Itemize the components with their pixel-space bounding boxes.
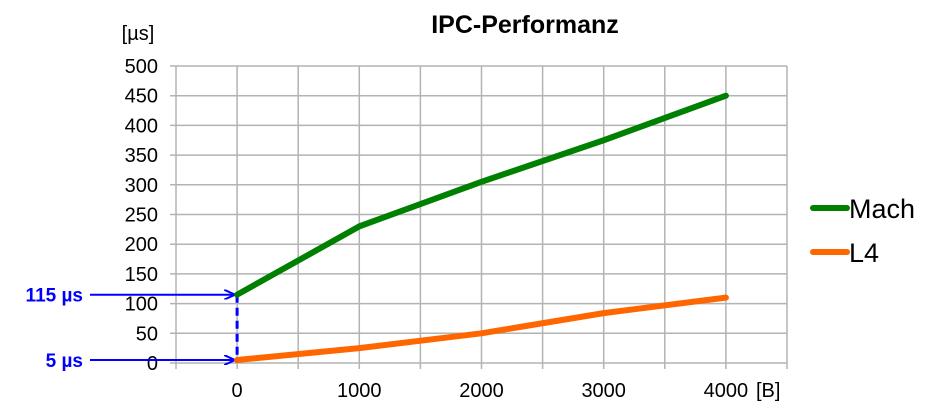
y-tick-label: 100 — [125, 294, 158, 316]
x-tick-label: 4000 — [704, 380, 749, 402]
x-tick-label: 0 — [232, 380, 243, 402]
series — [234, 92, 729, 364]
annotations: 115 µs 5 µs — [26, 286, 239, 372]
x-axis-label: [B] — [756, 380, 780, 402]
y-ticks: 0 50 100 150 200 250 300 350 400 450 500 — [125, 56, 158, 375]
y-tick-label: 400 — [125, 115, 158, 137]
y-tick-label: 500 — [125, 56, 158, 78]
y-tick-label: 450 — [125, 86, 158, 108]
y-tick-label: 300 — [125, 175, 158, 197]
y-axis-label: [µs] — [122, 23, 155, 45]
y-tick-label: 200 — [125, 234, 158, 256]
y-tick-label: 350 — [125, 145, 158, 167]
x-tick-label: 3000 — [581, 380, 626, 402]
y-tick-label: 50 — [136, 323, 158, 345]
legend-label: Mach — [849, 194, 915, 224]
legend: Mach L4 — [810, 194, 915, 268]
chart-title: IPC-Performanz — [431, 11, 619, 39]
y-tick-label: 250 — [125, 205, 158, 227]
legend-label: L4 — [849, 238, 879, 268]
y-tick-label: 0 — [147, 353, 158, 375]
annotation-label: 115 µs — [26, 286, 83, 307]
grid — [170, 65, 788, 369]
annotation-label: 5 µs — [46, 351, 83, 372]
x-tick-label: 2000 — [459, 380, 504, 402]
x-ticks: 0 1000 2000 3000 4000 — [232, 380, 749, 402]
y-tick-label: 150 — [125, 264, 158, 286]
x-tick-label: 1000 — [337, 380, 382, 402]
